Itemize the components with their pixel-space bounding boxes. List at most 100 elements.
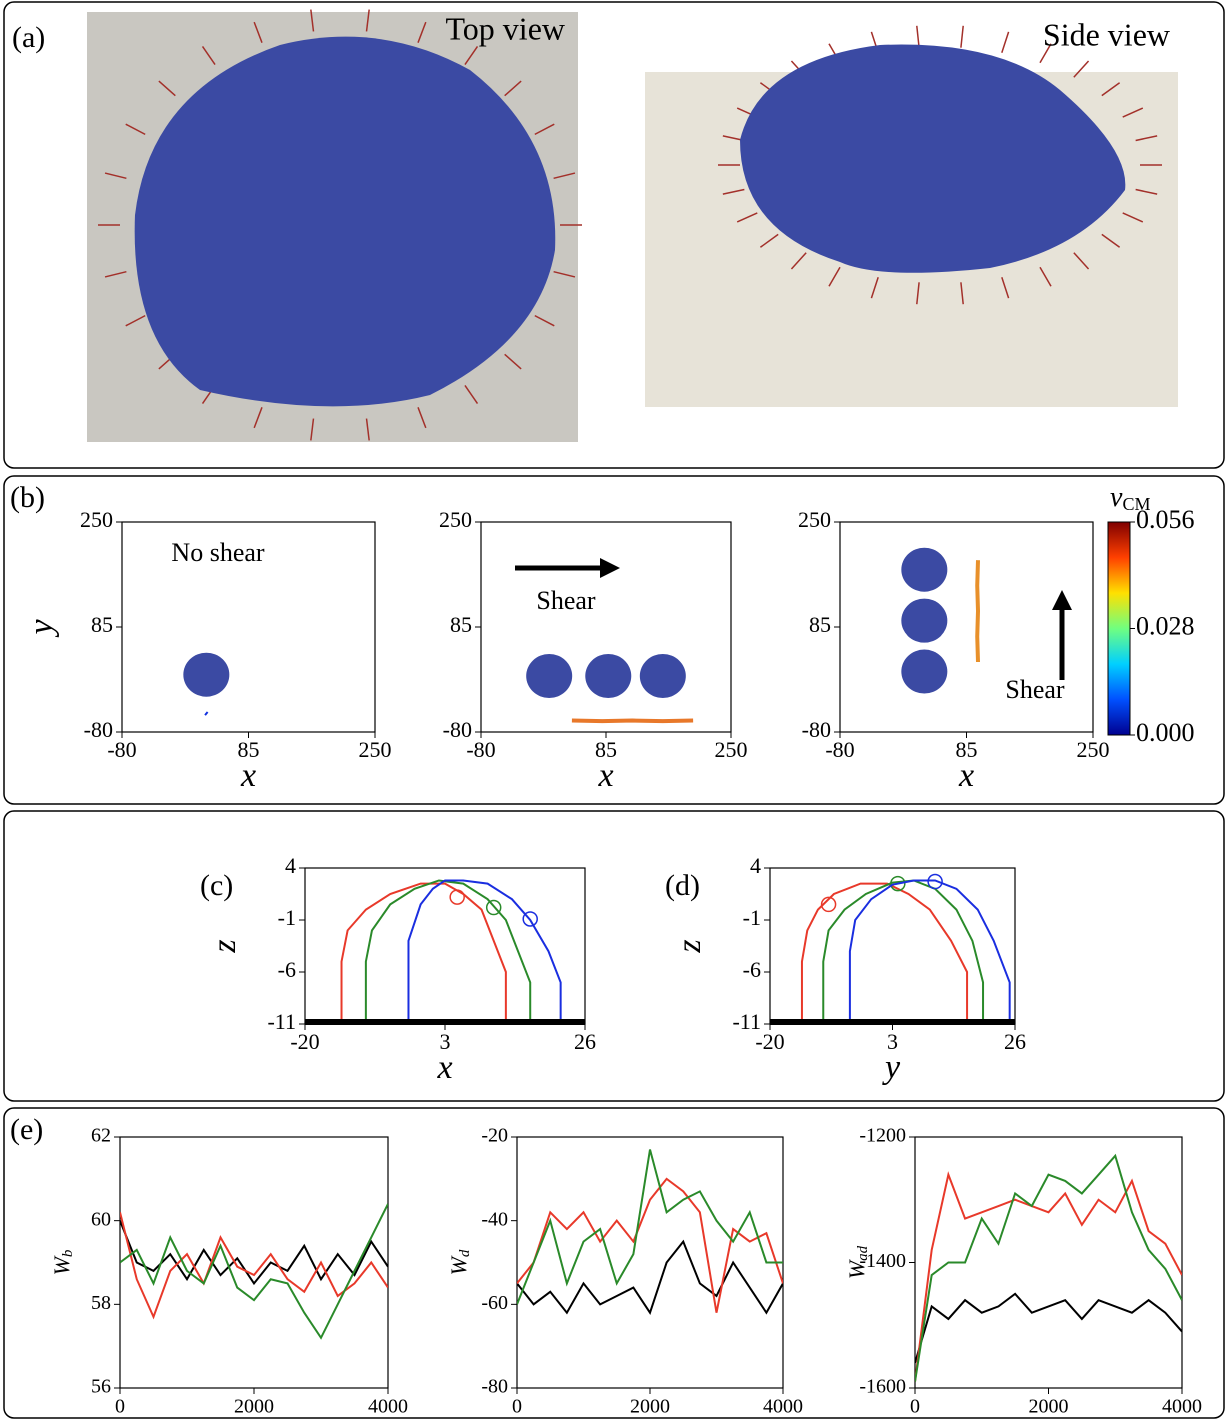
y-tick-label: 250 bbox=[80, 507, 113, 532]
series-line bbox=[822, 879, 985, 1022]
x-tick-label: 85 bbox=[238, 737, 260, 762]
y-axis-label-main: W bbox=[446, 1255, 471, 1275]
y-tick-label: -11 bbox=[732, 1009, 761, 1034]
annotation: Shear bbox=[1005, 675, 1065, 704]
y-axis-label: Wad bbox=[844, 1245, 871, 1279]
y-tick-label: -11 bbox=[267, 1009, 296, 1034]
normal-arrow bbox=[759, 233, 779, 248]
cell bbox=[526, 654, 573, 698]
series-line bbox=[120, 1220, 388, 1286]
y-tick-label: -6 bbox=[278, 957, 296, 982]
colorbar-label-sub: CM bbox=[1122, 494, 1150, 514]
cell bbox=[639, 654, 686, 698]
x-tick-label: 0 bbox=[910, 1396, 920, 1418]
x-tick-label: -20 bbox=[755, 1029, 784, 1054]
normal-arrow bbox=[1039, 43, 1052, 64]
normal-arrow bbox=[960, 282, 964, 305]
y-axis-label-sub: d bbox=[457, 1249, 473, 1257]
y-tick-label: -1400 bbox=[859, 1250, 906, 1272]
y-tick-label: -80 bbox=[802, 717, 831, 742]
x-tick-label: 2000 bbox=[1029, 1396, 1069, 1418]
y-axis-label-main: W bbox=[49, 1255, 74, 1275]
x-tick-label: 4000 bbox=[368, 1396, 408, 1418]
series-line bbox=[915, 1171, 1182, 1382]
panel-frame bbox=[3, 1, 1225, 469]
y-axis-label: y bbox=[23, 619, 60, 638]
plot-frame bbox=[769, 867, 1016, 1025]
series-line bbox=[120, 1203, 388, 1340]
normal-arrow bbox=[1122, 212, 1144, 223]
view-title: Top view bbox=[445, 10, 565, 46]
colorbar-tick-label: 0.056 bbox=[1136, 505, 1195, 534]
y-tick-label: 85 bbox=[450, 612, 472, 637]
normal-arrow bbox=[553, 270, 576, 278]
normal-arrow bbox=[504, 353, 522, 370]
normal-arrow bbox=[201, 45, 216, 65]
normal-arrow bbox=[464, 385, 479, 405]
shear-arrow-head bbox=[600, 558, 620, 578]
plot-frame bbox=[304, 867, 586, 1025]
contact-marker bbox=[820, 896, 837, 913]
y-tick-label: 250 bbox=[798, 507, 831, 532]
normal-arrow bbox=[253, 407, 263, 429]
y-tick-label: -80 bbox=[443, 717, 472, 742]
y-tick-label: 56 bbox=[91, 1376, 111, 1398]
normal-arrow bbox=[417, 21, 427, 43]
normal-arrow bbox=[790, 252, 807, 270]
y-tick-label: -40 bbox=[481, 1208, 508, 1230]
contact-marker bbox=[449, 889, 465, 905]
x-tick-label: 26 bbox=[1004, 1029, 1026, 1054]
y-tick-label: -1 bbox=[743, 905, 761, 930]
y-tick-label: 4 bbox=[285, 853, 296, 878]
panel-frame bbox=[3, 810, 1225, 1102]
x-tick-label: -80 bbox=[107, 737, 136, 762]
normal-arrow bbox=[125, 314, 146, 327]
x-tick-label: 0 bbox=[512, 1396, 522, 1418]
y-axis-label: Wb bbox=[49, 1249, 76, 1275]
y-tick-label: -1200 bbox=[859, 1125, 906, 1147]
x-axis-label: x bbox=[240, 757, 256, 794]
colorbar-label-main: v bbox=[1110, 482, 1123, 513]
plot-frame bbox=[516, 1136, 784, 1389]
trajectory bbox=[975, 560, 981, 663]
normal-arrow bbox=[504, 80, 522, 97]
x-tick-label: -20 bbox=[290, 1029, 319, 1054]
panel-label: (c) bbox=[200, 869, 233, 902]
x-tick-label: 3 bbox=[440, 1029, 451, 1054]
annotation: No shear bbox=[171, 538, 264, 567]
y-axis-label: Wd bbox=[446, 1249, 473, 1275]
contact-marker bbox=[522, 911, 538, 927]
cell-top-view bbox=[134, 36, 556, 407]
y-tick-label: 85 bbox=[809, 612, 831, 637]
normal-arrow bbox=[1101, 82, 1121, 97]
x-tick-label: -80 bbox=[825, 737, 854, 762]
normal-arrow bbox=[1073, 60, 1090, 78]
contact-marker bbox=[890, 875, 906, 892]
y-tick-label: 250 bbox=[439, 507, 472, 532]
series-line bbox=[800, 882, 969, 1022]
normal-arrows bbox=[98, 9, 1162, 441]
normal-arrow bbox=[125, 123, 146, 136]
normal-arrow bbox=[916, 282, 920, 305]
y-tick-label: 85 bbox=[91, 612, 113, 637]
x-tick-label: 4000 bbox=[763, 1396, 803, 1418]
normal-arrow bbox=[1039, 266, 1052, 287]
normal-arrow bbox=[722, 188, 745, 195]
colorbar bbox=[1107, 521, 1131, 736]
series-line bbox=[340, 882, 507, 1022]
normal-arrow bbox=[365, 9, 370, 32]
y-axis-label: z bbox=[671, 939, 708, 953]
normal-arrow bbox=[534, 123, 555, 136]
x-tick-label: 250 bbox=[1077, 737, 1110, 762]
cell bbox=[901, 547, 948, 592]
normal-arrow bbox=[736, 212, 758, 223]
x-tick-label: 26 bbox=[574, 1029, 596, 1054]
normal-arrow bbox=[534, 314, 555, 327]
cell bbox=[901, 649, 948, 694]
y-tick-label: 60 bbox=[91, 1208, 111, 1230]
panel-label: (a) bbox=[12, 21, 45, 54]
y-axis-label-main: W bbox=[844, 1259, 869, 1279]
series-line bbox=[517, 1239, 783, 1315]
y-tick-label: -6 bbox=[743, 957, 761, 982]
